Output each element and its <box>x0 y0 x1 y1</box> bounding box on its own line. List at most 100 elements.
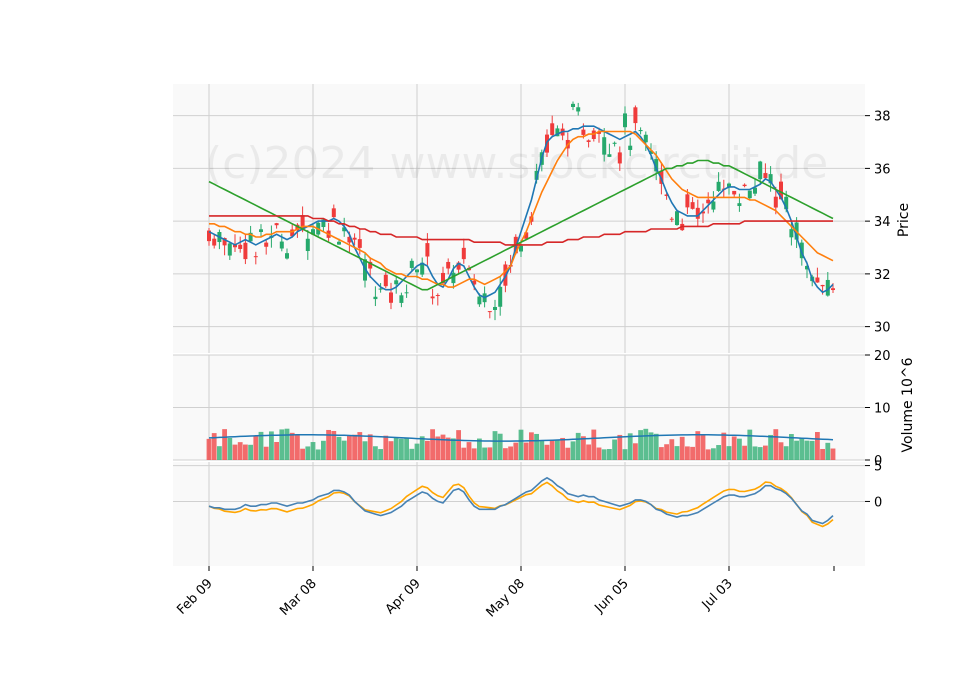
volume-ma-line <box>208 434 834 442</box>
candle-body <box>233 244 237 248</box>
volume-bar <box>367 434 373 460</box>
volume-y-tick-label: 0 <box>874 454 882 469</box>
volume-bar <box>809 440 815 460</box>
volume-bar <box>222 429 227 460</box>
candle-body <box>773 196 778 208</box>
candle-body <box>617 152 622 164</box>
volume-bar <box>263 446 269 460</box>
candle-body <box>243 242 248 260</box>
volume-bar <box>295 434 300 460</box>
candle-body <box>768 174 773 184</box>
volume-bar <box>664 444 669 460</box>
candle-body <box>742 184 747 187</box>
candle-body <box>825 279 830 296</box>
volume-bar <box>581 436 586 460</box>
candle-body <box>602 137 607 155</box>
volume-bar <box>227 437 233 460</box>
volume-bar <box>586 444 591 460</box>
volume-bar <box>523 442 529 460</box>
volume-bar <box>357 432 363 460</box>
volume-bar <box>612 439 617 460</box>
x-tick-label: Jul 03 <box>699 576 736 613</box>
candle-body <box>571 103 575 107</box>
candle-body <box>300 215 305 231</box>
candle-body <box>820 284 825 287</box>
candle-body <box>649 150 653 154</box>
volume-bar <box>716 445 721 460</box>
volume-bar <box>341 440 347 460</box>
candle-body <box>477 296 482 305</box>
volume-bar <box>409 448 415 460</box>
volume-bar <box>799 438 805 460</box>
candle-body <box>222 237 227 246</box>
candle-body <box>487 311 492 313</box>
volume-bar <box>237 442 243 460</box>
candle-body <box>607 154 612 157</box>
candle-body <box>690 202 695 209</box>
volume-bar <box>529 432 534 460</box>
volume-bar <box>742 445 747 460</box>
candle-body <box>706 199 711 204</box>
volume-bar <box>503 448 508 460</box>
volume-bar <box>794 440 799 460</box>
candle-body <box>831 288 835 291</box>
volume-bar <box>440 434 446 460</box>
candle-body <box>342 227 347 232</box>
volume-bar <box>373 446 378 460</box>
volume-bar <box>773 429 779 460</box>
volume-bar <box>815 432 820 460</box>
candle-body <box>628 145 633 150</box>
volume-bar <box>336 436 342 460</box>
candle-body <box>784 196 789 210</box>
candle-body <box>305 238 310 252</box>
candle-body <box>805 265 809 270</box>
candle-body <box>352 237 357 240</box>
candle-body <box>456 262 461 270</box>
volume-bar <box>695 431 701 460</box>
price-axis-label: Price <box>896 203 912 237</box>
price-panel <box>173 84 865 353</box>
candle-body <box>815 277 820 283</box>
ma-line-2 <box>208 159 834 291</box>
candle-body <box>695 207 700 219</box>
candle-body <box>789 229 794 238</box>
candle-body <box>472 280 477 285</box>
volume-bar <box>248 444 253 460</box>
candle-body <box>638 130 643 132</box>
candle-body <box>425 243 430 257</box>
candle-body <box>711 201 716 210</box>
x-tick-label: Feb 09 <box>174 576 216 618</box>
candle-body <box>389 292 393 303</box>
candle-body <box>207 230 211 242</box>
candle-body <box>685 194 690 208</box>
volume-bar <box>633 443 638 460</box>
volume-bar <box>274 441 279 460</box>
volume-bar <box>321 440 326 460</box>
candle-body <box>409 260 414 268</box>
volume-bar <box>783 446 789 460</box>
volume-bar <box>607 449 612 460</box>
volume-bar <box>305 446 311 460</box>
volume-bar <box>206 438 212 460</box>
candle-body <box>347 236 352 243</box>
volume-bar <box>414 443 420 460</box>
volume-bar <box>331 430 337 460</box>
candle-body <box>701 211 705 214</box>
oscillator-line-a <box>208 476 834 525</box>
volume-bar <box>617 434 623 460</box>
candle-body <box>633 107 638 124</box>
volume-bar <box>685 446 690 460</box>
candle-body <box>753 187 757 194</box>
volume-bar <box>456 430 461 460</box>
volume-bar <box>752 446 758 460</box>
candle-body <box>732 190 737 195</box>
candle-body <box>654 159 659 172</box>
candle-body <box>259 229 263 232</box>
volume-bar <box>747 429 753 460</box>
candle-body <box>612 142 617 144</box>
candle-body <box>238 244 243 249</box>
volume-bar <box>362 441 368 460</box>
volume-bar <box>471 448 477 460</box>
candle-body <box>675 211 679 226</box>
